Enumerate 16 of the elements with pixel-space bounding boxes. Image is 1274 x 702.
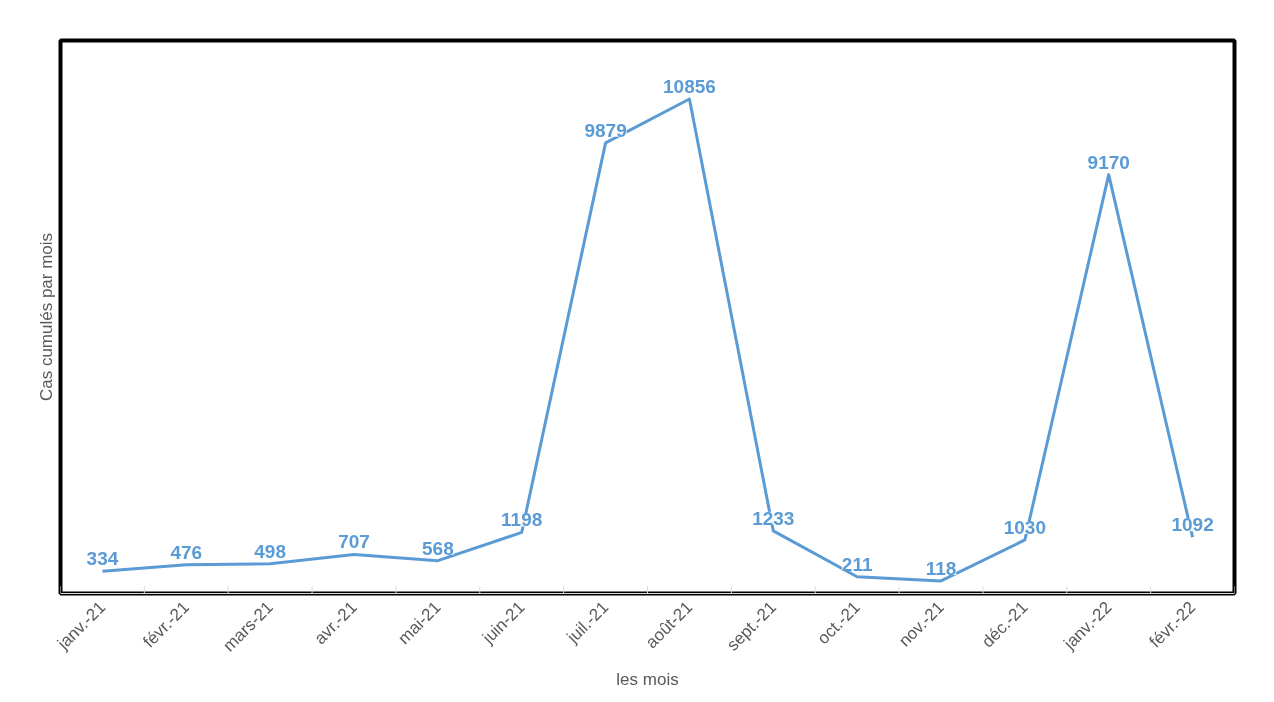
data-label: 498 bbox=[254, 540, 286, 562]
data-label: 334 bbox=[86, 548, 119, 570]
data-label: 707 bbox=[338, 531, 370, 553]
data-label: 1092 bbox=[1171, 514, 1214, 536]
data-label: 1233 bbox=[752, 507, 795, 529]
data-label: 211 bbox=[841, 553, 873, 575]
data-label: 1198 bbox=[501, 509, 543, 531]
y-axis-title: Cas cumulés par mois bbox=[36, 232, 56, 402]
data-label: 568 bbox=[422, 537, 454, 559]
data-label: 10856 bbox=[663, 75, 716, 97]
data-label: 9879 bbox=[584, 119, 627, 141]
x-axis-title: les mois bbox=[616, 670, 679, 690]
data-label: 118 bbox=[925, 557, 957, 579]
data-label: 1030 bbox=[1003, 516, 1046, 538]
data-label: 9170 bbox=[1087, 151, 1130, 173]
data-label: 476 bbox=[170, 541, 203, 563]
